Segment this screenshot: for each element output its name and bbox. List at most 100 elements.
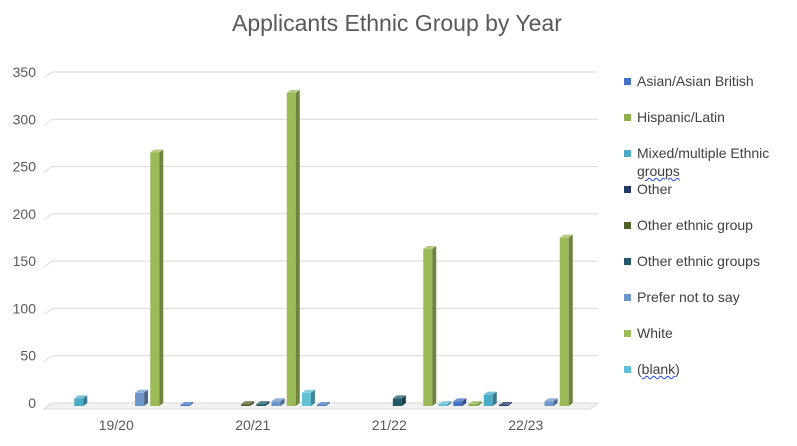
legend-label-close: ) [675, 361, 680, 377]
y-tick-label: 200 [13, 206, 37, 222]
bar-top [301, 389, 315, 393]
bar-side [280, 398, 285, 406]
gridline-depth [43, 308, 53, 315]
gridline-depth [43, 71, 53, 79]
legend-item-mixed-multiple-ethnic-groups: Mixed/multiple Ethnic groups [624, 144, 794, 180]
legend-swatch [624, 294, 631, 301]
legend-item-other-ethnic-group: Other ethnic group [624, 216, 794, 252]
x-tick-label: 21/22 [372, 417, 407, 433]
bar-top [150, 149, 164, 153]
legend-label: Hispanic/Latin [637, 109, 725, 125]
bar-white-19-20 [150, 152, 160, 406]
bar-asian-asian-british-21-22 [316, 405, 326, 407]
bar-top [286, 89, 300, 93]
bar-side [144, 389, 149, 406]
legend-swatch [624, 366, 631, 373]
bar-other-ethnic-groups-20-21 [256, 404, 266, 406]
legend-swatch [624, 258, 631, 265]
legend-item-blank: (blank) [624, 360, 794, 396]
legend-label-main: Mixed/multiple Ethnic [637, 145, 770, 161]
bar-other-ethnic-groups-21-22 [392, 398, 402, 406]
y-tick-label: 250 [13, 159, 37, 175]
legend-label: (blank) [637, 360, 797, 378]
legend-label: White [637, 325, 673, 341]
bar-prefer-not-to-say-19-20 [135, 392, 145, 406]
y-tick-label: 350 [13, 64, 37, 80]
bar-top [483, 391, 497, 395]
legend-label: Other [637, 181, 673, 197]
gridline-depth [43, 166, 53, 173]
bar-white-21-22 [423, 249, 433, 406]
bar-mixed-multiple-ethnic-groups-19-20 [74, 398, 84, 406]
legend-item-asian-asian-british: Asian/Asian British [624, 72, 794, 108]
gridline-depth [43, 355, 53, 363]
bar--blank--21-22 [438, 404, 448, 406]
gridline-depth [43, 118, 53, 126]
bar-side [189, 402, 194, 406]
bar-top [180, 402, 194, 406]
legend-label-cont: groups [637, 163, 680, 179]
legend-label: Other ethnic groups [637, 253, 760, 269]
legend-swatch [624, 78, 631, 85]
legend-swatch [624, 222, 631, 229]
legend-item-other: Other [624, 180, 794, 216]
x-tick-label: 19/20 [99, 417, 134, 433]
bar-white-22-23 [559, 237, 569, 406]
bar-mixed-multiple-ethnic-groups-22-23 [483, 394, 493, 406]
bar-side [507, 402, 512, 406]
y-tick-label: 0 [28, 395, 36, 411]
bar-side [83, 395, 88, 406]
bar-other-22-23 [498, 405, 508, 407]
y-tick-label: 300 [13, 111, 37, 127]
bar-other-ethnic-group-20-21 [241, 404, 251, 406]
bar-side [462, 398, 467, 406]
bar-asian-asian-british-20-21 [180, 405, 190, 407]
bar-asian-asian-british-22-23 [453, 401, 463, 406]
legend-label: Mixed/multiple Ethnic groups [637, 144, 797, 180]
legend-swatch [624, 186, 631, 193]
legend-item-prefer-not-to-say: Prefer not to say [624, 288, 794, 324]
legend-swatch [624, 150, 631, 157]
legend-label: Other ethnic group [637, 217, 753, 233]
bar-top [256, 401, 270, 405]
bar-top [438, 401, 452, 405]
bar-side [568, 234, 573, 406]
legend-swatch [624, 330, 631, 337]
gridline-depth [43, 260, 53, 268]
bar-prefer-not-to-say-22-23 [544, 401, 554, 406]
legend-item-other-ethnic-groups: Other ethnic groups [624, 252, 794, 288]
chart-title: Applicants Ethnic Group by Year [232, 10, 562, 36]
x-tick-label: 20/21 [235, 417, 270, 433]
bar-top [392, 395, 406, 399]
bar-side [553, 398, 558, 406]
legend-label: Asian/Asian British [637, 73, 754, 89]
bar--blank--20-21 [301, 392, 311, 406]
bar-side [325, 402, 330, 406]
bar-side [310, 389, 315, 406]
y-tick-label: 150 [13, 253, 37, 269]
bar-hispanic-latin-22-23 [468, 404, 478, 406]
bar-top [423, 246, 437, 250]
bar-side [447, 401, 452, 406]
gridline-depth [43, 213, 53, 221]
bar-white-20-21 [286, 92, 296, 407]
bar-top [241, 401, 255, 405]
bar-side [432, 246, 437, 406]
bar-side [159, 149, 164, 406]
bar-prefer-not-to-say-20-21 [271, 401, 281, 406]
bar-side [477, 401, 482, 406]
legend-label: Prefer not to say [637, 289, 740, 305]
bar-top [544, 398, 558, 402]
legend-item-hispanic-latin: Hispanic/Latin [624, 108, 794, 144]
bar-side [401, 395, 406, 406]
bar-side [295, 89, 300, 407]
y-tick-label: 50 [20, 348, 36, 364]
bar-side [250, 401, 255, 406]
bar-side [265, 401, 270, 406]
bar-top [271, 398, 285, 402]
bar-top [559, 234, 573, 238]
bar-top [453, 398, 467, 402]
bar-top [135, 389, 149, 393]
bar-top [316, 402, 330, 406]
